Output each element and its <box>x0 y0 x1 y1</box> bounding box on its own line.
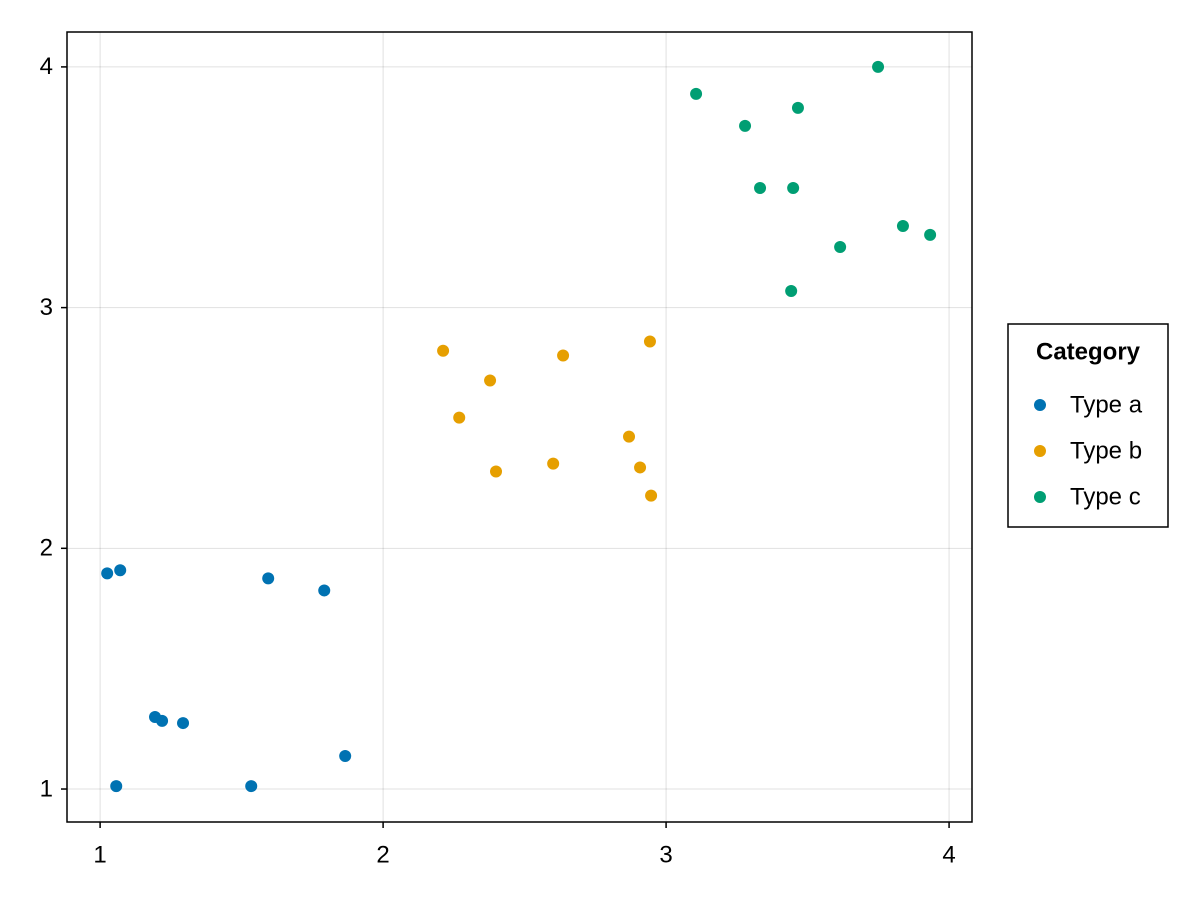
points <box>101 60 937 793</box>
point <box>101 567 114 580</box>
point <box>643 335 656 348</box>
point <box>114 564 127 577</box>
x-tick-label: 1 <box>93 841 106 868</box>
y-tick-label: 4 <box>40 53 53 80</box>
point <box>896 220 909 233</box>
legend-label: Type b <box>1070 437 1142 464</box>
point <box>339 750 352 763</box>
point <box>754 181 767 194</box>
point <box>872 60 885 73</box>
legend-title: Category <box>1036 338 1141 365</box>
grid <box>67 32 972 822</box>
axes: 1 2 3 4 1 2 3 4 <box>40 53 956 868</box>
point <box>490 465 503 478</box>
point <box>690 87 703 100</box>
y-tick-label: 2 <box>40 535 53 562</box>
legend-label: Type c <box>1070 483 1141 510</box>
legend-box <box>1007 323 1169 528</box>
point <box>262 572 275 585</box>
point <box>557 349 570 362</box>
x-tick-label: 3 <box>659 841 672 868</box>
point <box>645 489 658 502</box>
x-tick-label: 2 <box>376 841 389 868</box>
legend-label: Type a <box>1070 391 1143 418</box>
point <box>787 181 800 194</box>
point <box>785 285 798 298</box>
legend-marker <box>1034 399 1046 411</box>
y-tick-label: 3 <box>40 294 53 321</box>
legend-marker <box>1034 445 1046 457</box>
point <box>791 101 804 114</box>
point <box>110 780 123 793</box>
point <box>547 457 560 470</box>
point <box>245 780 258 793</box>
point <box>437 344 450 357</box>
plot-frame <box>66 31 973 823</box>
y-tick-label: 1 <box>40 775 53 802</box>
point <box>634 461 647 474</box>
point <box>484 374 497 387</box>
legend: Category Type a Type b Type c <box>1007 323 1169 528</box>
point <box>623 430 636 443</box>
legend-marker <box>1034 491 1046 503</box>
point <box>177 717 190 730</box>
x-tick-label: 4 <box>942 841 955 868</box>
point <box>739 119 752 132</box>
point <box>834 240 847 253</box>
point <box>453 411 466 424</box>
point <box>318 584 331 597</box>
point <box>924 228 937 241</box>
point <box>156 714 169 727</box>
